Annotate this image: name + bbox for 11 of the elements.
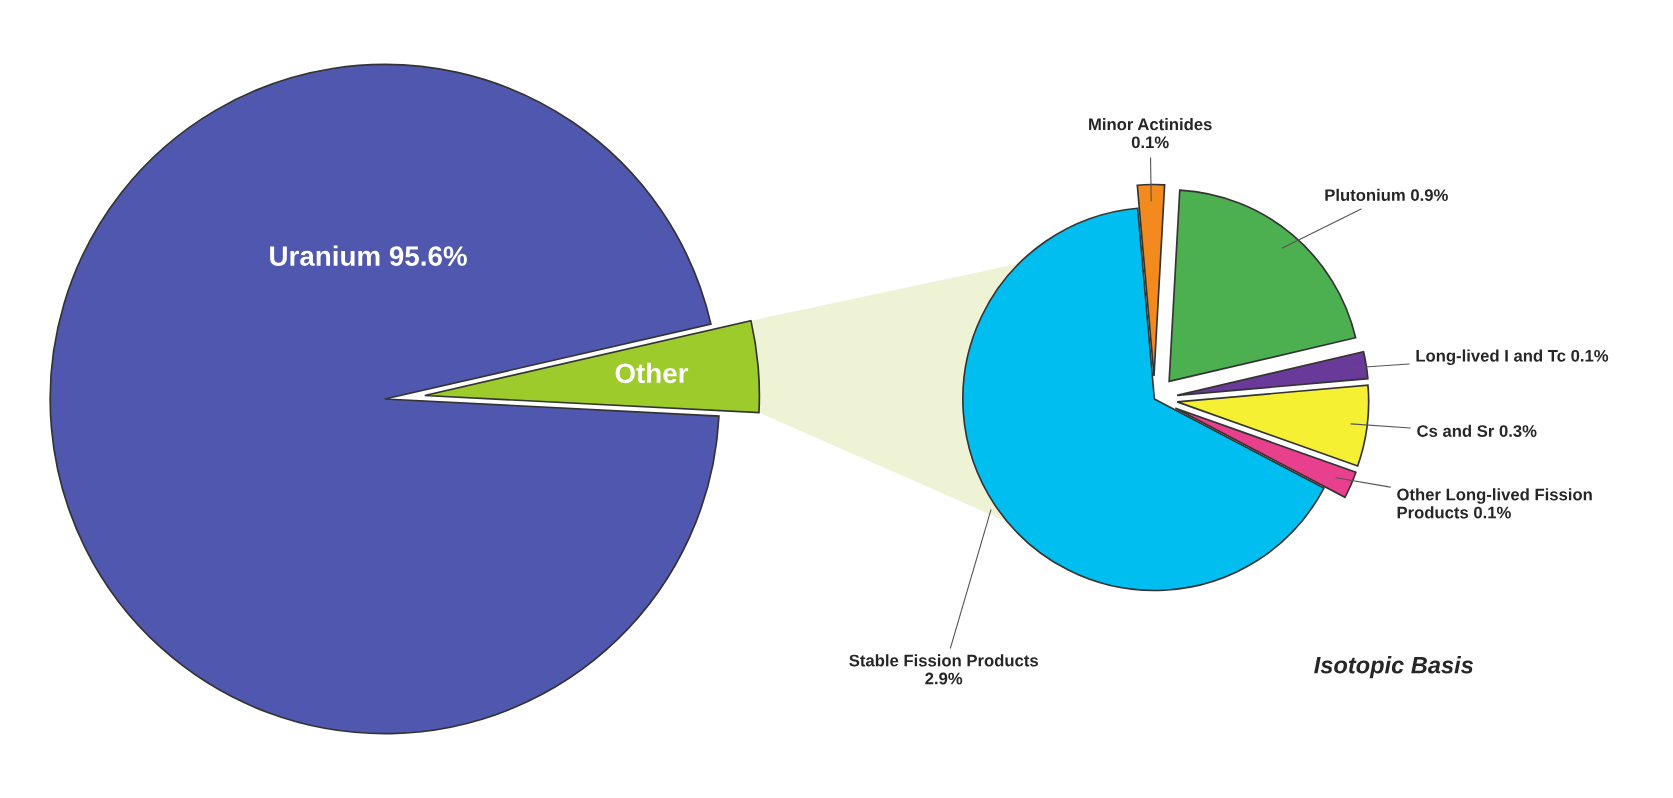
slice-label: Minor Actinides: [1089, 117, 1212, 131]
slice-label: Uranium 95.6%: [270, 245, 467, 266]
slice-label: Plutonium 0.9%: [1325, 188, 1448, 202]
slice-label: Other: [615, 362, 689, 384]
slice-label: Long-lived I and Tc 0.1%: [1416, 349, 1609, 366]
slice-label: Other Long-lived Fission Products 0.1%: [1397, 488, 1592, 519]
slice-label: Cs and Sr 0.3%: [1417, 424, 1537, 437]
slice-label: Stable Fission Products: [849, 654, 1038, 667]
data-label: 0.1%: [1131, 136, 1169, 149]
data-label: 2.9%: [925, 672, 963, 685]
text: Isotopic Basis: [1314, 656, 1474, 679]
